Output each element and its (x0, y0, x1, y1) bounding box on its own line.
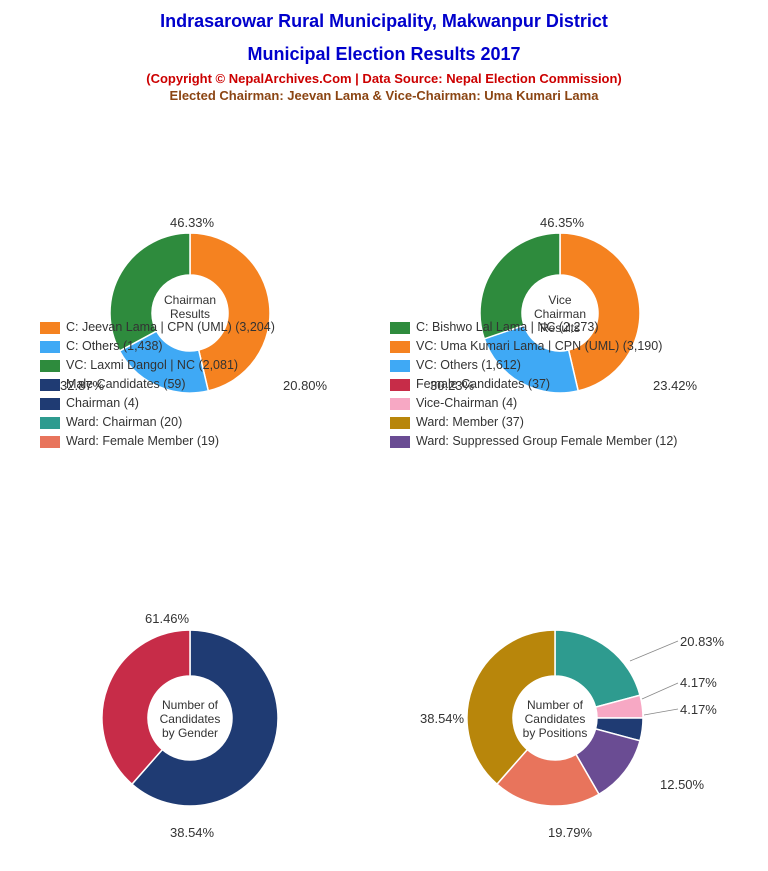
legend-swatch (390, 341, 410, 353)
charts-svg (0, 103, 768, 871)
legend-swatch (40, 398, 60, 410)
legend-swatch (40, 379, 60, 391)
legend-swatch (40, 436, 60, 448)
legend-text: Chairman (4) (66, 396, 139, 411)
legend-text: Ward: Chairman (20) (66, 415, 182, 430)
legend-swatch (40, 322, 60, 334)
legend-text: VC: Laxmi Dangol | NC (2,081) (66, 358, 238, 373)
leader-line-0 (630, 641, 678, 661)
legend-item-left-6: Ward: Female Member (19) (40, 434, 380, 449)
legend-item-right-0: C: Bishwo Lal Lama | NC (2,273) (390, 320, 730, 335)
positions-pct-0: 20.83% (680, 634, 724, 649)
subtitle-copyright: (Copyright © NepalArchives.Com | Data So… (0, 67, 768, 86)
positions-slice-0 (555, 630, 640, 707)
gender-pct-0: 61.46% (145, 611, 189, 626)
leader-line-1 (642, 683, 678, 699)
chairman-pct-0: 46.33% (170, 215, 214, 230)
legend-item-right-4: Vice-Chairman (4) (390, 396, 730, 411)
legend-swatch (390, 436, 410, 448)
legend-item-left-2: VC: Laxmi Dangol | NC (2,081) (40, 358, 380, 373)
legend-text: Female Candidates (37) (416, 377, 550, 392)
legend-text: C: Jeevan Lama | CPN (UML) (3,204) (66, 320, 275, 335)
page-title-line2: Municipal Election Results 2017 (0, 33, 768, 66)
legend-item-left-3: Male Candidates (59) (40, 377, 380, 392)
positions-pct-2: 4.17% (680, 702, 717, 717)
legend-item-right-3: Female Candidates (37) (390, 377, 730, 392)
legend-swatch (390, 379, 410, 391)
legend-item-left-1: C: Others (1,438) (40, 339, 380, 354)
legend-text: VC: Others (1,612) (416, 358, 521, 373)
legend-text: VC: Uma Kumari Lama | CPN (UML) (3,190) (416, 339, 662, 354)
legend-text: Ward: Suppressed Group Female Member (12… (416, 434, 677, 449)
legend-item-right-1: VC: Uma Kumari Lama | CPN (UML) (3,190) (390, 339, 730, 354)
legend-swatch (390, 417, 410, 429)
legend-text: Vice-Chairman (4) (416, 396, 517, 411)
legend-item-right-2: VC: Others (1,612) (390, 358, 730, 373)
vice-chairman-pct-0: 46.35% (540, 215, 584, 230)
legend-swatch (40, 417, 60, 429)
legend-text: Male Candidates (59) (66, 377, 186, 392)
legend-item-right-5: Ward: Member (37) (390, 415, 730, 430)
legend-swatch (390, 360, 410, 372)
legend-item-right-6: Ward: Suppressed Group Female Member (12… (390, 434, 730, 449)
legend-text: Ward: Female Member (19) (66, 434, 219, 449)
subtitle-elected: Elected Chairman: Jeevan Lama & Vice-Cha… (0, 86, 768, 103)
legend-item-left-0: C: Jeevan Lama | CPN (UML) (3,204) (40, 320, 380, 335)
legend-item-left-4: Chairman (4) (40, 396, 380, 411)
positions-pct-4: 19.79% (548, 825, 592, 840)
legend-text: C: Others (1,438) (66, 339, 163, 354)
legend-swatch (40, 341, 60, 353)
legend-swatch (40, 360, 60, 372)
positions-pct-5: 38.54% (420, 711, 464, 726)
legend-text: Ward: Member (37) (416, 415, 524, 430)
legend-col-left: C: Jeevan Lama | CPN (UML) (3,204) C: Oth… (40, 320, 380, 453)
legend-item-left-5: Ward: Chairman (20) (40, 415, 380, 430)
legend-text: C: Bishwo Lal Lama | NC (2,273) (416, 320, 599, 335)
legend-swatch (390, 398, 410, 410)
positions-pct-1: 4.17% (680, 675, 717, 690)
gender-pct-1: 38.54% (170, 825, 214, 840)
legend-swatch (390, 322, 410, 334)
positions-pct-3: 12.50% (660, 777, 704, 792)
leader-line-2 (644, 709, 678, 715)
page-title-line1: Indrasarowar Rural Municipality, Makwanp… (0, 0, 768, 33)
legend-col-right: C: Bishwo Lal Lama | NC (2,273) VC: Uma K… (390, 320, 730, 453)
